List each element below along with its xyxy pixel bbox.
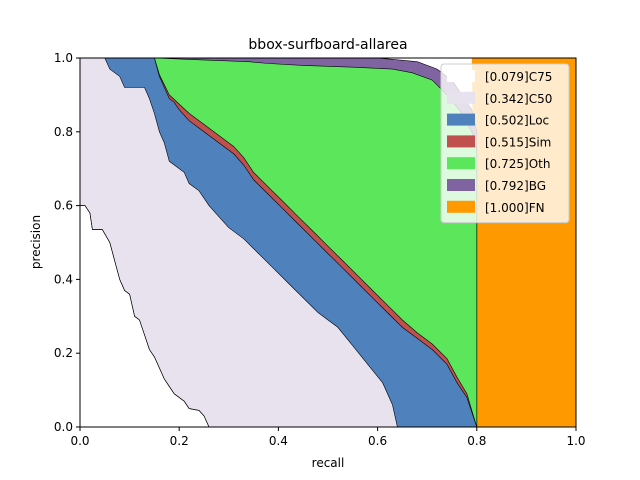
axis-ticks: 0.0 0.2 0.4 0.6 0.8 1.0 0.0 0.2 0.4 0.6 0.8 1.0 <box>54 51 586 448</box>
y-axis-label: precision <box>29 215 43 269</box>
x-tick-label: 0.4 <box>269 434 288 448</box>
legend: [0.079]C75 [0.342]C50 [0.502]Loc [0.515]Sim… <box>440 63 570 224</box>
legend-swatch-c50 <box>447 91 475 104</box>
curve-line-c75 <box>80 205 210 427</box>
y-tick-label: 0.2 <box>54 346 73 360</box>
chart-title: bbox-surfboard-allarea <box>248 37 407 53</box>
legend-label-oth: [0.725]Oth <box>485 157 550 171</box>
legend-swatch-bg <box>447 179 475 191</box>
x-tick-label: 0.8 <box>467 434 486 448</box>
x-tick-label: 0.6 <box>368 434 387 448</box>
y-tick-label: 0.6 <box>54 199 73 213</box>
x-tick-label: 0.2 <box>170 434 189 448</box>
y-tick-label: 1.0 <box>54 51 73 65</box>
legend-swatch-loc <box>447 113 475 126</box>
x-tick-label: 1.0 <box>566 434 585 448</box>
x-tick-label: 0.0 <box>70 434 89 448</box>
y-tick-label: 0.8 <box>54 125 73 139</box>
y-tick-label: 0.0 <box>54 420 73 434</box>
legend-swatch-oth <box>447 157 475 170</box>
plot-area <box>80 58 576 427</box>
legend-label-loc: [0.502]Loc <box>485 114 549 128</box>
legend-label-sim: [0.515]Sim <box>485 135 551 149</box>
x-axis-label: recall <box>312 456 345 470</box>
legend-swatch-sim <box>447 135 475 148</box>
legend-swatch-fn <box>447 200 475 213</box>
y-tick-label: 0.4 <box>54 272 73 286</box>
area-c50 <box>80 58 398 427</box>
legend-label-fn: [1.000]FN <box>485 201 545 215</box>
legend-swatch-c75 <box>447 70 475 82</box>
legend-label-c50: [0.342]C50 <box>485 92 552 106</box>
legend-label-c75: [0.079]C75 <box>485 70 552 84</box>
axes-frame <box>79 57 577 428</box>
legend-label-bg: [0.792]BG <box>485 179 546 193</box>
